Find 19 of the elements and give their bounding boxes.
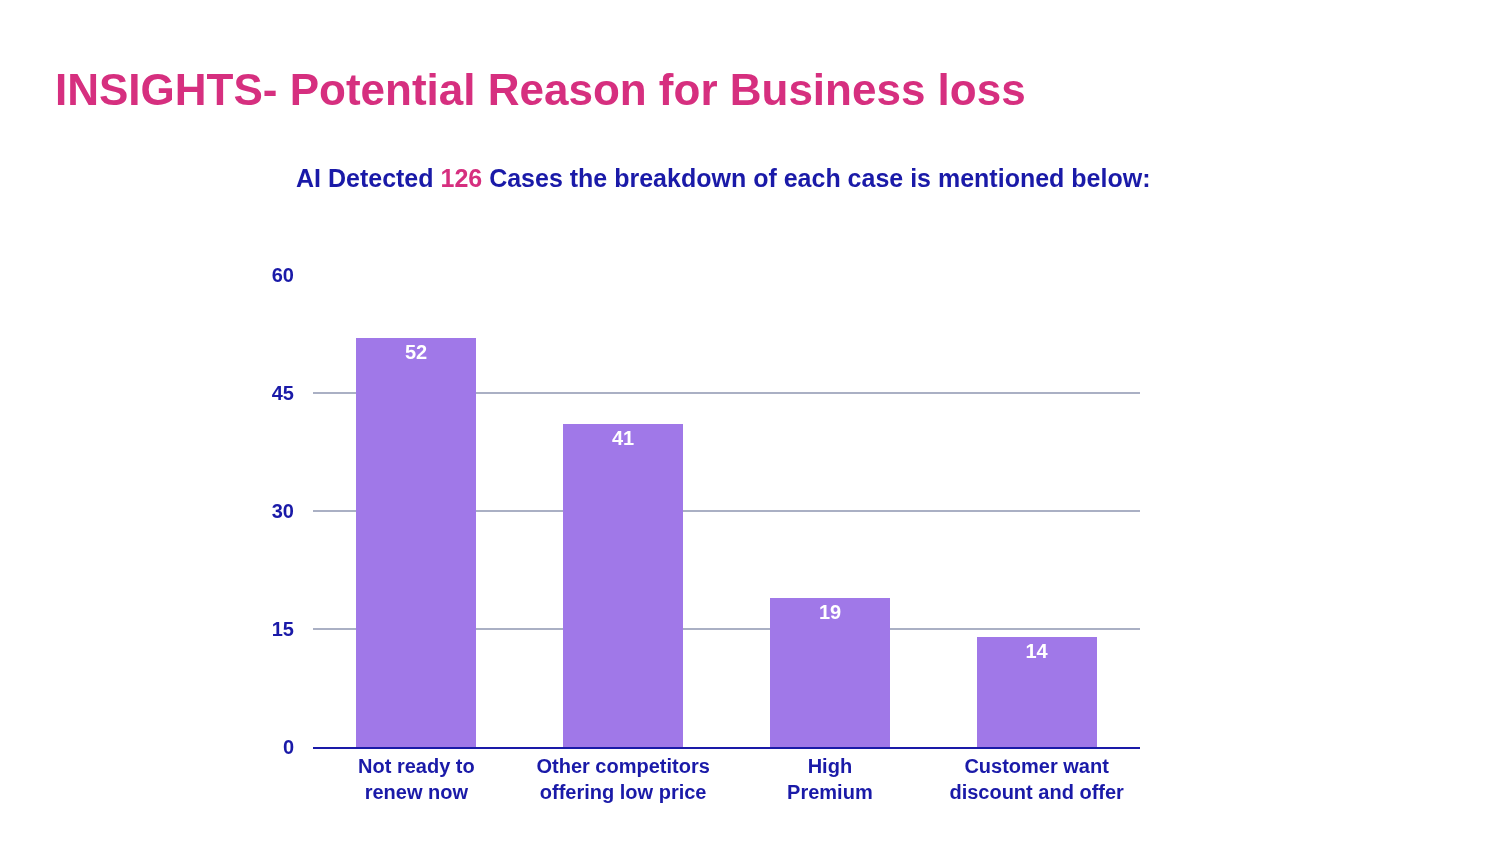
- bar: [977, 637, 1097, 747]
- y-tick-label: 0: [282, 736, 294, 758]
- y-tick-label: 15: [271, 618, 294, 640]
- data-label: 14: [1025, 640, 1049, 662]
- y-tick-label: 60: [271, 264, 294, 286]
- data-label: 41: [611, 427, 635, 449]
- chart-title: INSIGHTS- Potential Reason for Business loss: [55, 65, 1026, 115]
- bar: [563, 424, 683, 747]
- y-tick-label: 30: [271, 500, 294, 522]
- x-tick-label: Other competitors offering low price: [536, 755, 710, 803]
- bar: [770, 598, 890, 747]
- data-label: 52: [404, 341, 428, 363]
- bar: [356, 338, 476, 747]
- chart-subtitle: AI Detected 126 Cases the breakdown of each case is mentioned below:: [296, 164, 1151, 192]
- y-tick-label: 45: [271, 382, 294, 404]
- x-tick-label: Not ready to renew now: [358, 755, 475, 803]
- x-tick-label: Customer want discount and offer: [949, 755, 1125, 803]
- data-label: 19: [818, 601, 842, 623]
- x-tick-label: High Premium: [787, 755, 873, 803]
